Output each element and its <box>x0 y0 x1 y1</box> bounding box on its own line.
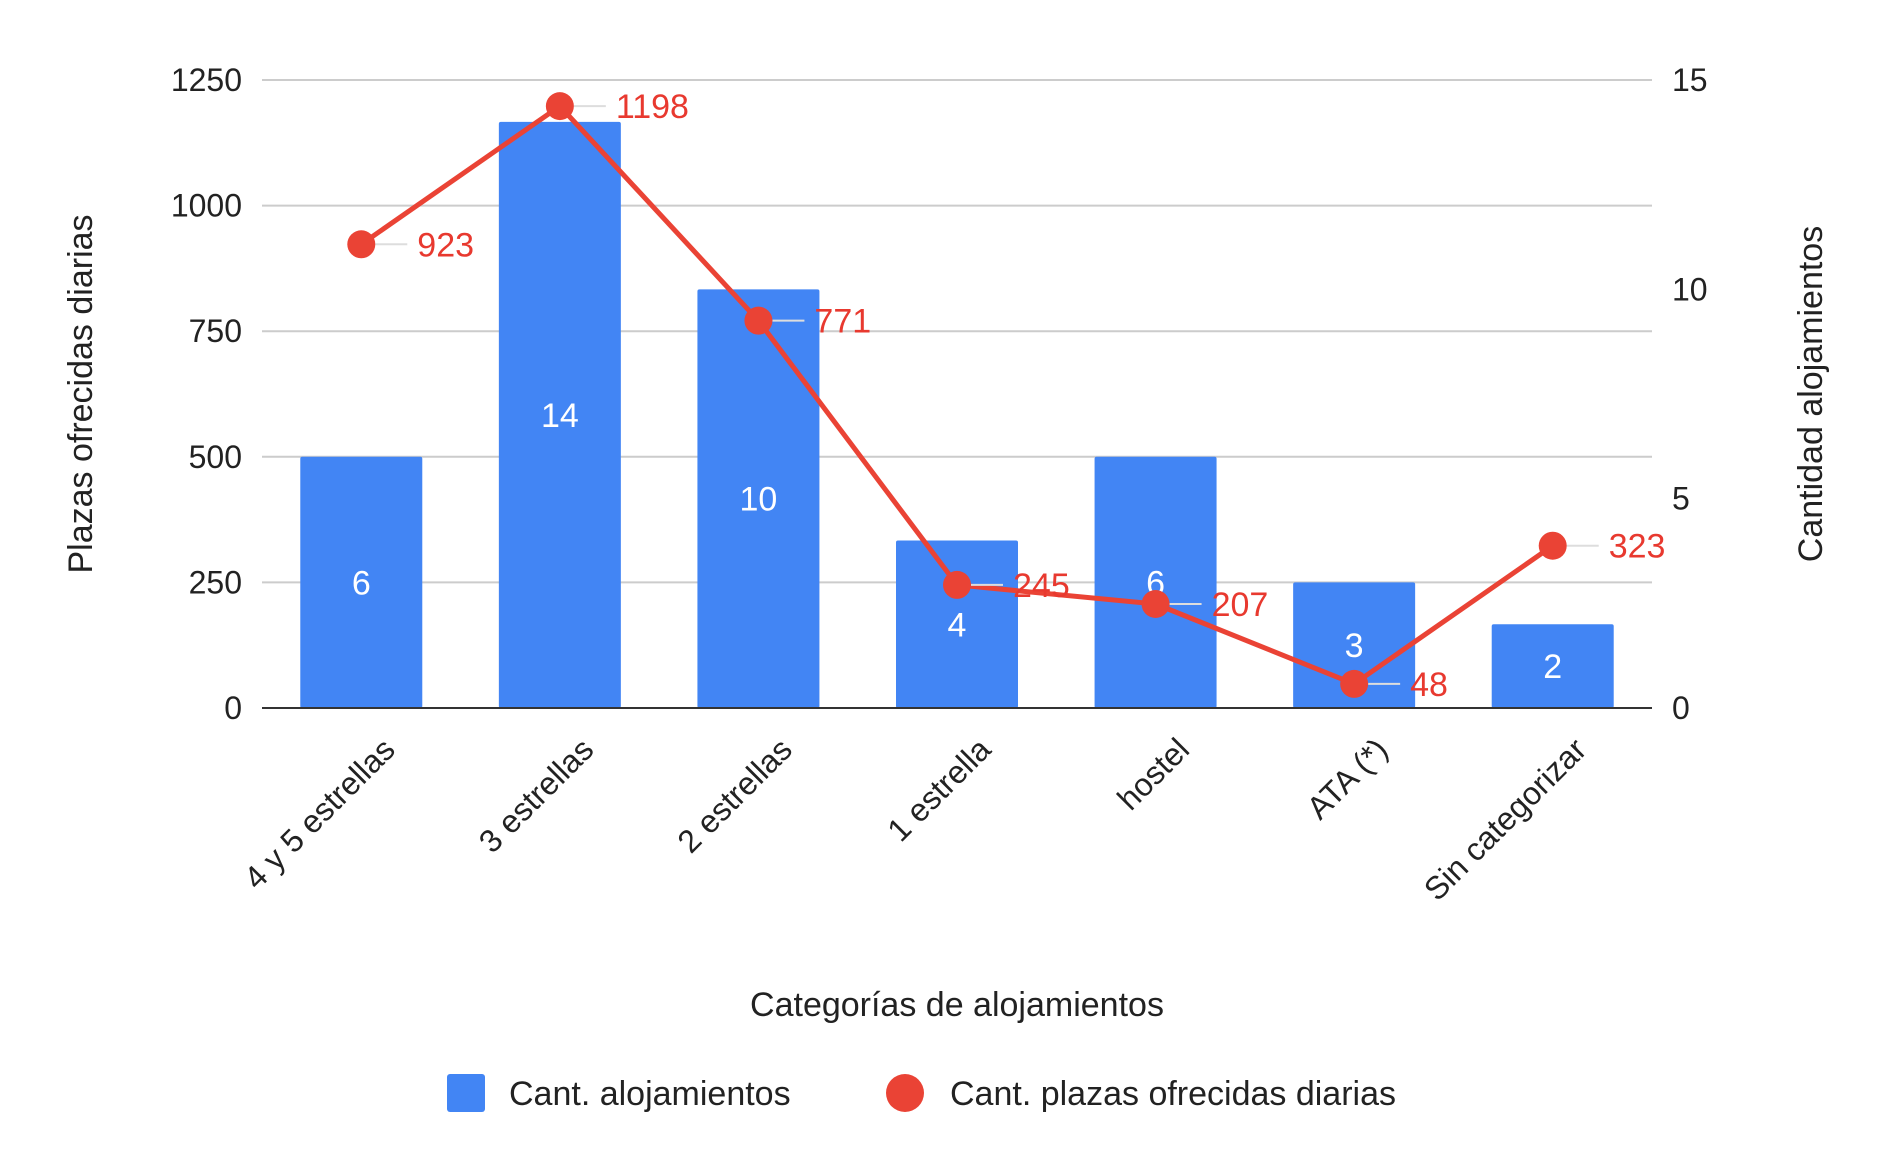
y-left-tick-label: 0 <box>224 690 242 726</box>
y-right-tick-label: 15 <box>1672 62 1708 98</box>
x-tick-label: 3 estrellas <box>472 731 601 860</box>
point-value-label: 771 <box>814 303 871 341</box>
point-value-label: 245 <box>1013 567 1070 605</box>
y-left-tick-label: 500 <box>189 439 242 475</box>
data-point <box>744 306 773 335</box>
x-tick-label: 4 y 5 estrellas <box>237 731 402 896</box>
data-point <box>1141 590 1170 619</box>
point-value-label: 48 <box>1410 666 1448 704</box>
point-value-label: 323 <box>1609 528 1666 566</box>
y-left-tick-label: 1250 <box>171 62 242 98</box>
x-tick-label: 2 estrellas <box>670 731 799 860</box>
x-tick-label: 1 estrella <box>880 731 997 848</box>
legend-bar-label: Cant. alojamientos <box>509 1075 791 1113</box>
bar <box>300 456 423 708</box>
x-tick-label: ATA (*) <box>1300 731 1395 826</box>
x-tick-label: hostel <box>1110 731 1196 817</box>
x-axis-ticks: 4 y 5 estrellas 3 estrellas 2 estrellas 1 e… <box>237 731 1594 908</box>
bar <box>697 289 820 708</box>
bar <box>1094 456 1217 708</box>
bar <box>1491 624 1614 708</box>
bar-value-label: 10 <box>740 481 778 519</box>
data-point <box>347 230 376 259</box>
x-axis-title: Categorías de alojamientos <box>750 986 1164 1024</box>
bar-value-label: 4 <box>948 606 967 644</box>
bar-value-label: 6 <box>352 564 371 602</box>
point-value-label: 207 <box>1212 586 1269 624</box>
data-point <box>943 570 971 599</box>
bar-value-label: 2 <box>1543 648 1562 686</box>
left-axis-ticks: 0 250 500 750 1000 1250 <box>171 62 242 726</box>
legend-line-label: Cant. plazas ofrecidas diarias <box>950 1075 1396 1113</box>
line-series: 923 1198 771 245 207 48 323 <box>347 88 1665 704</box>
legend: Cant. alojamientos Cant. plazas ofrecida… <box>447 1074 1396 1113</box>
right-axis-ticks: 0 5 10 15 <box>1672 62 1708 726</box>
point-value-label: 923 <box>417 226 474 264</box>
y-left-tick-label: 1000 <box>171 188 242 224</box>
bar-value-label: 3 <box>1345 627 1364 665</box>
y-axis-right-title: Cantidad alojamientos <box>1792 226 1830 562</box>
y-right-tick-label: 10 <box>1672 271 1708 307</box>
y-axis-left-title: Plazas ofrecidas diarias <box>62 214 100 573</box>
legend-line-swatch <box>886 1074 924 1112</box>
y-left-tick-label: 250 <box>189 564 242 600</box>
data-point <box>1538 531 1567 560</box>
y-right-tick-label: 5 <box>1672 481 1690 517</box>
y-left-tick-label: 750 <box>189 313 242 349</box>
point-value-label: 1198 <box>616 88 689 126</box>
y-right-tick-label: 0 <box>1672 690 1690 726</box>
bar <box>498 121 621 708</box>
data-point <box>545 92 574 121</box>
x-tick-label: Sin categorizar <box>1417 731 1594 908</box>
gridlines <box>262 79 1652 584</box>
legend-bar-swatch <box>447 1074 485 1112</box>
bar-value-label: 14 <box>541 397 579 435</box>
data-point <box>1340 669 1369 698</box>
bar <box>1293 582 1416 708</box>
bar <box>896 540 1018 708</box>
